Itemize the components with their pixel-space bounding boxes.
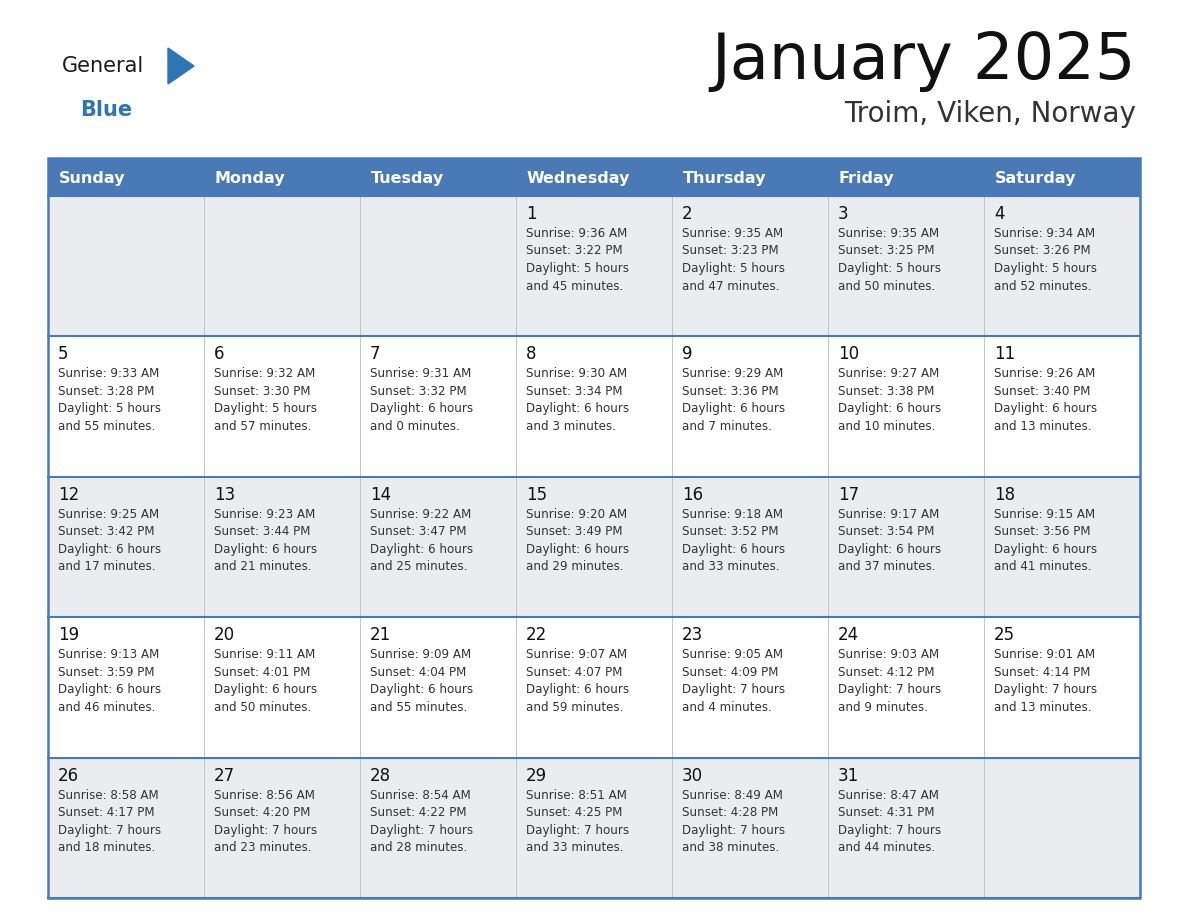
Text: 31: 31 <box>838 767 859 785</box>
Text: 5: 5 <box>58 345 69 364</box>
Text: 29: 29 <box>526 767 548 785</box>
Text: Sunrise: 9:34 AM
Sunset: 3:26 PM
Daylight: 5 hours
and 52 minutes.: Sunrise: 9:34 AM Sunset: 3:26 PM Dayligh… <box>994 227 1097 293</box>
Text: Monday: Monday <box>215 171 285 185</box>
Text: 17: 17 <box>838 486 859 504</box>
Text: Sunrise: 9:27 AM
Sunset: 3:38 PM
Daylight: 6 hours
and 10 minutes.: Sunrise: 9:27 AM Sunset: 3:38 PM Dayligh… <box>838 367 941 433</box>
Text: Sunrise: 9:22 AM
Sunset: 3:47 PM
Daylight: 6 hours
and 25 minutes.: Sunrise: 9:22 AM Sunset: 3:47 PM Dayligh… <box>369 508 473 574</box>
Text: Sunrise: 9:29 AM
Sunset: 3:36 PM
Daylight: 6 hours
and 7 minutes.: Sunrise: 9:29 AM Sunset: 3:36 PM Dayligh… <box>682 367 785 433</box>
Text: Saturday: Saturday <box>996 171 1076 185</box>
Text: Sunrise: 9:35 AM
Sunset: 3:25 PM
Daylight: 5 hours
and 50 minutes.: Sunrise: 9:35 AM Sunset: 3:25 PM Dayligh… <box>838 227 941 293</box>
Text: Sunrise: 9:05 AM
Sunset: 4:09 PM
Daylight: 7 hours
and 4 minutes.: Sunrise: 9:05 AM Sunset: 4:09 PM Dayligh… <box>682 648 785 713</box>
Text: Thursday: Thursday <box>683 171 766 185</box>
Text: Sunrise: 9:07 AM
Sunset: 4:07 PM
Daylight: 6 hours
and 59 minutes.: Sunrise: 9:07 AM Sunset: 4:07 PM Dayligh… <box>526 648 630 713</box>
Text: 13: 13 <box>214 486 235 504</box>
Text: 19: 19 <box>58 626 80 644</box>
Text: 28: 28 <box>369 767 391 785</box>
Text: Sunrise: 9:25 AM
Sunset: 3:42 PM
Daylight: 6 hours
and 17 minutes.: Sunrise: 9:25 AM Sunset: 3:42 PM Dayligh… <box>58 508 162 574</box>
Text: General: General <box>62 56 144 76</box>
Text: Sunday: Sunday <box>59 171 126 185</box>
Text: Sunrise: 8:58 AM
Sunset: 4:17 PM
Daylight: 7 hours
and 18 minutes.: Sunrise: 8:58 AM Sunset: 4:17 PM Dayligh… <box>58 789 162 854</box>
Text: Sunrise: 9:26 AM
Sunset: 3:40 PM
Daylight: 6 hours
and 13 minutes.: Sunrise: 9:26 AM Sunset: 3:40 PM Dayligh… <box>994 367 1098 433</box>
Text: 2: 2 <box>682 205 693 223</box>
Bar <box>48 158 1140 898</box>
Text: Sunrise: 9:01 AM
Sunset: 4:14 PM
Daylight: 7 hours
and 13 minutes.: Sunrise: 9:01 AM Sunset: 4:14 PM Dayligh… <box>994 648 1098 713</box>
Text: 3: 3 <box>838 205 848 223</box>
Text: 20: 20 <box>214 626 235 644</box>
Text: Sunrise: 8:54 AM
Sunset: 4:22 PM
Daylight: 7 hours
and 28 minutes.: Sunrise: 8:54 AM Sunset: 4:22 PM Dayligh… <box>369 789 473 854</box>
Text: Sunrise: 8:49 AM
Sunset: 4:28 PM
Daylight: 7 hours
and 38 minutes.: Sunrise: 8:49 AM Sunset: 4:28 PM Dayligh… <box>682 789 785 854</box>
Text: Sunrise: 8:51 AM
Sunset: 4:25 PM
Daylight: 7 hours
and 33 minutes.: Sunrise: 8:51 AM Sunset: 4:25 PM Dayligh… <box>526 789 630 854</box>
Text: 10: 10 <box>838 345 859 364</box>
Text: 26: 26 <box>58 767 80 785</box>
Text: Troim, Viken, Norway: Troim, Viken, Norway <box>845 100 1136 128</box>
Text: 21: 21 <box>369 626 391 644</box>
Bar <box>48 196 1140 336</box>
Text: Sunrise: 9:11 AM
Sunset: 4:01 PM
Daylight: 6 hours
and 50 minutes.: Sunrise: 9:11 AM Sunset: 4:01 PM Dayligh… <box>214 648 317 713</box>
Text: 30: 30 <box>682 767 703 785</box>
Text: 27: 27 <box>214 767 235 785</box>
Text: Sunrise: 9:33 AM
Sunset: 3:28 PM
Daylight: 5 hours
and 55 minutes.: Sunrise: 9:33 AM Sunset: 3:28 PM Dayligh… <box>58 367 162 433</box>
Text: 1: 1 <box>526 205 537 223</box>
Bar <box>48 476 1140 617</box>
Text: 16: 16 <box>682 486 703 504</box>
Text: Sunrise: 9:18 AM
Sunset: 3:52 PM
Daylight: 6 hours
and 33 minutes.: Sunrise: 9:18 AM Sunset: 3:52 PM Dayligh… <box>682 508 785 574</box>
Text: 11: 11 <box>994 345 1016 364</box>
Text: 8: 8 <box>526 345 537 364</box>
Text: 9: 9 <box>682 345 693 364</box>
Text: Sunrise: 8:47 AM
Sunset: 4:31 PM
Daylight: 7 hours
and 44 minutes.: Sunrise: 8:47 AM Sunset: 4:31 PM Dayligh… <box>838 789 941 854</box>
Text: Sunrise: 9:13 AM
Sunset: 3:59 PM
Daylight: 6 hours
and 46 minutes.: Sunrise: 9:13 AM Sunset: 3:59 PM Dayligh… <box>58 648 162 713</box>
Text: Wednesday: Wednesday <box>527 171 631 185</box>
Bar <box>48 757 1140 898</box>
Text: 18: 18 <box>994 486 1015 504</box>
Text: January 2025: January 2025 <box>712 30 1136 92</box>
Text: 22: 22 <box>526 626 548 644</box>
Text: Sunrise: 9:15 AM
Sunset: 3:56 PM
Daylight: 6 hours
and 41 minutes.: Sunrise: 9:15 AM Sunset: 3:56 PM Dayligh… <box>994 508 1098 574</box>
Text: Sunrise: 9:23 AM
Sunset: 3:44 PM
Daylight: 6 hours
and 21 minutes.: Sunrise: 9:23 AM Sunset: 3:44 PM Dayligh… <box>214 508 317 574</box>
Bar <box>48 336 1140 476</box>
Text: 24: 24 <box>838 626 859 644</box>
Text: Sunrise: 8:56 AM
Sunset: 4:20 PM
Daylight: 7 hours
and 23 minutes.: Sunrise: 8:56 AM Sunset: 4:20 PM Dayligh… <box>214 789 317 854</box>
Text: Sunrise: 9:09 AM
Sunset: 4:04 PM
Daylight: 6 hours
and 55 minutes.: Sunrise: 9:09 AM Sunset: 4:04 PM Dayligh… <box>369 648 473 713</box>
Bar <box>48 158 1140 196</box>
Text: 23: 23 <box>682 626 703 644</box>
Text: 25: 25 <box>994 626 1015 644</box>
Text: Sunrise: 9:31 AM
Sunset: 3:32 PM
Daylight: 6 hours
and 0 minutes.: Sunrise: 9:31 AM Sunset: 3:32 PM Dayligh… <box>369 367 473 433</box>
Text: 14: 14 <box>369 486 391 504</box>
Text: Sunrise: 9:35 AM
Sunset: 3:23 PM
Daylight: 5 hours
and 47 minutes.: Sunrise: 9:35 AM Sunset: 3:23 PM Dayligh… <box>682 227 785 293</box>
Text: Sunrise: 9:03 AM
Sunset: 4:12 PM
Daylight: 7 hours
and 9 minutes.: Sunrise: 9:03 AM Sunset: 4:12 PM Dayligh… <box>838 648 941 713</box>
Polygon shape <box>168 48 194 84</box>
Text: 7: 7 <box>369 345 380 364</box>
Text: 4: 4 <box>994 205 1005 223</box>
Text: 6: 6 <box>214 345 225 364</box>
Text: Sunrise: 9:30 AM
Sunset: 3:34 PM
Daylight: 6 hours
and 3 minutes.: Sunrise: 9:30 AM Sunset: 3:34 PM Dayligh… <box>526 367 630 433</box>
Text: Sunrise: 9:32 AM
Sunset: 3:30 PM
Daylight: 5 hours
and 57 minutes.: Sunrise: 9:32 AM Sunset: 3:30 PM Dayligh… <box>214 367 317 433</box>
Bar <box>48 617 1140 757</box>
Text: Sunrise: 9:17 AM
Sunset: 3:54 PM
Daylight: 6 hours
and 37 minutes.: Sunrise: 9:17 AM Sunset: 3:54 PM Dayligh… <box>838 508 941 574</box>
Text: Sunrise: 9:20 AM
Sunset: 3:49 PM
Daylight: 6 hours
and 29 minutes.: Sunrise: 9:20 AM Sunset: 3:49 PM Dayligh… <box>526 508 630 574</box>
Text: 12: 12 <box>58 486 80 504</box>
Text: Sunrise: 9:36 AM
Sunset: 3:22 PM
Daylight: 5 hours
and 45 minutes.: Sunrise: 9:36 AM Sunset: 3:22 PM Dayligh… <box>526 227 628 293</box>
Text: 15: 15 <box>526 486 548 504</box>
Text: Blue: Blue <box>80 100 132 120</box>
Text: Tuesday: Tuesday <box>371 171 444 185</box>
Text: Friday: Friday <box>839 171 895 185</box>
